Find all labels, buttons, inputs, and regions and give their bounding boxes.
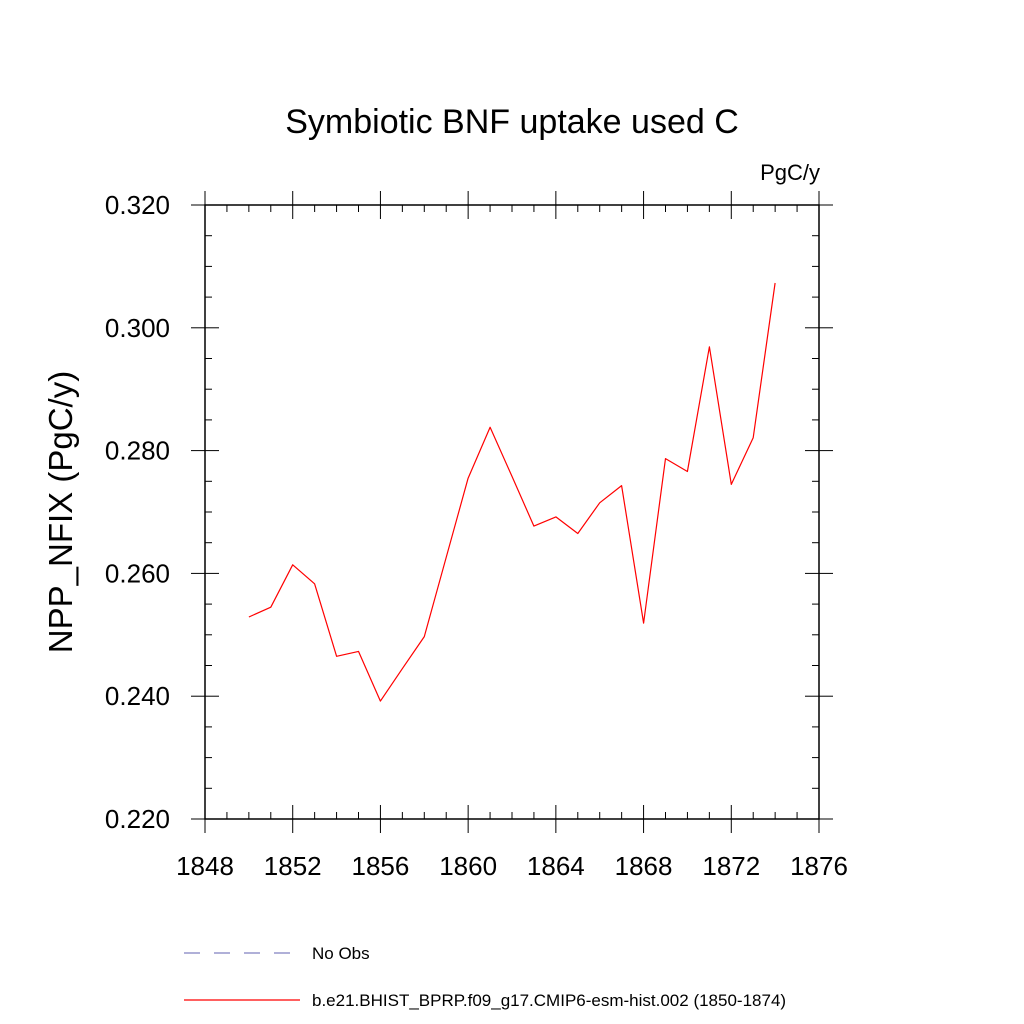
x-tick-label: 1868: [615, 851, 673, 881]
legend-no-obs-label: No Obs: [312, 944, 370, 963]
x-tick-label: 1876: [790, 851, 848, 881]
x-tick-label: 1856: [352, 851, 410, 881]
y-tick-labels: 0.220 0.240 0.260 0.280 0.300 0.320: [105, 190, 170, 834]
y-tick-label: 0.240: [105, 681, 170, 711]
x-tick-label: 1872: [702, 851, 760, 881]
legend-series-label: b.e21.BHIST_BPRP.f09_g17.CMIP6-esm-hist.…: [312, 991, 786, 1010]
y-tick-label: 0.220: [105, 804, 170, 834]
x-tick-labels: 1848 1852 1856 1860 1864 1868 1872 1876: [176, 851, 848, 881]
chart-title: Symbiotic BNF uptake used C: [285, 103, 739, 141]
x-tick-label: 1848: [176, 851, 234, 881]
x-tick-label: 1864: [527, 851, 585, 881]
axis-ticks: [191, 191, 833, 833]
y-tick-label: 0.260: [105, 558, 170, 588]
y-tick-label: 0.280: [105, 436, 170, 466]
x-tick-label: 1860: [439, 851, 497, 881]
y-axis-label: NPP_NFIX (PgC/y): [42, 371, 79, 653]
legend: No Obs b.e21.BHIST_BPRP.f09_g17.CMIP6-es…: [184, 944, 786, 1010]
x-tick-label: 1852: [264, 851, 322, 881]
series-line: [248, 282, 776, 702]
y-tick-label: 0.320: [105, 190, 170, 220]
plot-frame: [204, 204, 820, 820]
units-label: PgC/y: [760, 160, 820, 185]
y-tick-label: 0.300: [105, 313, 170, 343]
series-group: [248, 282, 776, 702]
